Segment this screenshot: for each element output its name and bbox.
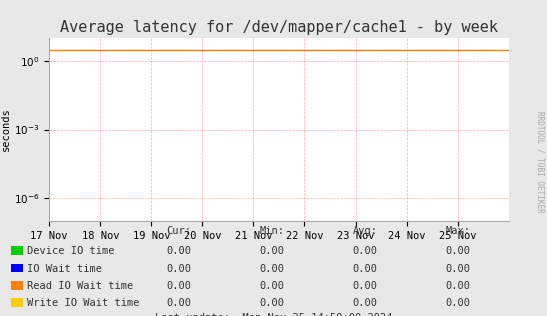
Title: Average latency for /dev/mapper/cache1 - by week: Average latency for /dev/mapper/cache1 -… <box>60 20 498 35</box>
Text: Min:: Min: <box>259 226 284 236</box>
Text: Avg:: Avg: <box>352 226 377 236</box>
Bar <box>11 246 23 255</box>
Bar <box>11 281 23 290</box>
Text: Cur:: Cur: <box>166 226 191 236</box>
Text: Last update:  Mon Nov 25 14:50:00 2024: Last update: Mon Nov 25 14:50:00 2024 <box>155 313 392 316</box>
Y-axis label: seconds: seconds <box>1 108 11 151</box>
Bar <box>11 264 23 272</box>
Text: 0.00: 0.00 <box>259 264 284 274</box>
Text: 0.00: 0.00 <box>445 264 470 274</box>
Text: 0.00: 0.00 <box>166 298 191 308</box>
Text: Max:: Max: <box>445 226 470 236</box>
Text: 0.00: 0.00 <box>259 298 284 308</box>
Text: 0.00: 0.00 <box>445 246 470 256</box>
Text: 0.00: 0.00 <box>445 298 470 308</box>
Text: Read IO Wait time: Read IO Wait time <box>27 281 133 291</box>
Text: 0.00: 0.00 <box>352 281 377 291</box>
Text: 0.00: 0.00 <box>352 264 377 274</box>
Text: Device IO time: Device IO time <box>27 246 115 256</box>
Text: 0.00: 0.00 <box>352 246 377 256</box>
Text: 0.00: 0.00 <box>166 246 191 256</box>
Text: 0.00: 0.00 <box>259 281 284 291</box>
Bar <box>11 298 23 307</box>
Text: 0.00: 0.00 <box>445 281 470 291</box>
Text: Write IO Wait time: Write IO Wait time <box>27 298 140 308</box>
Text: IO Wait time: IO Wait time <box>27 264 102 274</box>
Text: 0.00: 0.00 <box>166 281 191 291</box>
Text: RRDTOOL / TOBI OETIKER: RRDTOOL / TOBI OETIKER <box>536 111 544 212</box>
Text: 0.00: 0.00 <box>259 246 284 256</box>
Text: 0.00: 0.00 <box>352 298 377 308</box>
Text: 0.00: 0.00 <box>166 264 191 274</box>
